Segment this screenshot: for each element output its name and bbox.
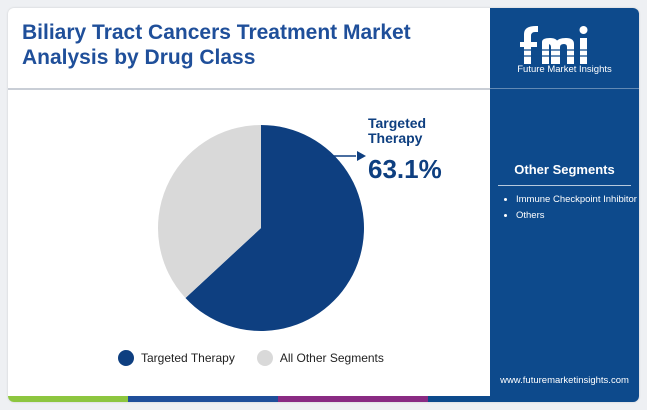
bottom-color-bar xyxy=(8,396,490,402)
chart-title: Biliary Tract Cancers Treatment Market A… xyxy=(22,21,411,69)
title-divider xyxy=(8,88,490,90)
callout-value: 63.1% xyxy=(368,154,442,184)
chart-card: Biliary Tract Cancers Treatment Market A… xyxy=(8,8,639,402)
callout-arrowhead xyxy=(357,151,366,161)
bottom-bar-green xyxy=(8,396,128,402)
other-segments-divider xyxy=(498,185,631,186)
side-panel: Future Market Insights Other Segments Im… xyxy=(490,8,639,402)
bottom-bar-purple xyxy=(278,396,428,402)
legend-item-targeted-therapy: Targeted Therapy xyxy=(118,350,235,366)
other-segments-title: Other Segments xyxy=(514,162,615,177)
other-segment-item: Others xyxy=(516,210,639,222)
brand-name: Future Market Insights xyxy=(517,64,612,75)
pie-slice-targeted-therapy xyxy=(185,125,365,331)
bottom-bar-blue xyxy=(128,396,278,402)
legend-item-all-other-segments: All Other Segments xyxy=(256,350,384,366)
legend-label-all-other-segments: All Other Segments xyxy=(279,351,384,365)
side-divider-top xyxy=(490,88,639,89)
other-segments-list: Immune Checkpoint Inhibitor Others xyxy=(500,194,639,226)
callout-label-line1: Targeted xyxy=(368,115,427,131)
pie-slice-all-other-segments xyxy=(158,125,261,299)
legend-label-targeted-therapy: Targeted Therapy xyxy=(141,351,235,365)
legend-swatch-all-other-segments xyxy=(256,350,273,366)
pie-chart xyxy=(158,125,366,331)
callout-label: Targeted Therapy xyxy=(368,116,426,146)
other-segment-item: Immune Checkpoint Inhibitor xyxy=(516,194,639,206)
legend-swatch-targeted-therapy xyxy=(118,350,134,366)
chart-legend: Targeted Therapy All Other Segments xyxy=(118,348,406,368)
fmi-logo-icon xyxy=(518,26,590,64)
callout-label-line2: Therapy xyxy=(368,130,423,146)
website-link[interactable]: www.futuremarketinsights.com xyxy=(500,375,629,386)
bottom-bar-navy xyxy=(428,396,490,402)
